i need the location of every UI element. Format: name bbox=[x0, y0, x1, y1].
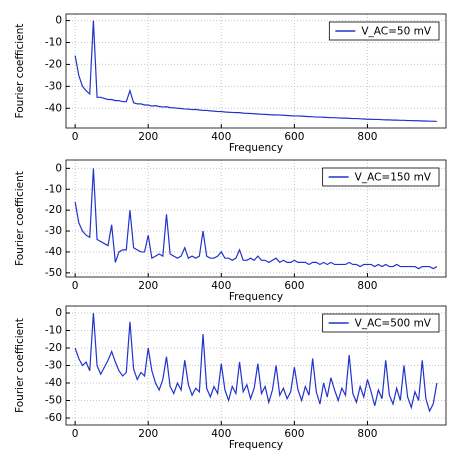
y-tick-label: -10 bbox=[45, 37, 62, 49]
x-tick-label: 400 bbox=[211, 131, 231, 143]
plot-frame bbox=[65, 13, 447, 129]
y-tick-label: -10 bbox=[45, 325, 62, 337]
data-line bbox=[74, 20, 437, 123]
legend-box bbox=[328, 21, 440, 41]
x-axis-label: Frequency bbox=[229, 142, 283, 154]
y-tick-label: -50 bbox=[45, 267, 62, 279]
x-tick-label: 600 bbox=[284, 131, 304, 143]
x-tick-label: 0 bbox=[72, 280, 79, 292]
y-axis-label: Fourier coefficient bbox=[14, 171, 26, 266]
plot-frame bbox=[65, 159, 447, 278]
y-axis-label: Fourier coefficient bbox=[14, 24, 26, 119]
y-tick-label: 0 bbox=[55, 15, 62, 27]
y-tick-label: -60 bbox=[45, 412, 62, 424]
x-tick-label: 200 bbox=[138, 428, 158, 440]
y-tick-label: 0 bbox=[55, 162, 62, 174]
x-tick-label: 800 bbox=[357, 131, 377, 143]
x-tick-label: 0 bbox=[72, 131, 79, 143]
x-axis-label: Frequency bbox=[229, 439, 283, 451]
y-tick-label: -30 bbox=[45, 225, 62, 237]
legend-label: V_AC=500 mV bbox=[355, 318, 432, 330]
y-tick-label: -40 bbox=[45, 102, 62, 114]
y-tick-label: -20 bbox=[45, 204, 62, 216]
y-tick-label: -10 bbox=[45, 183, 62, 195]
legend-box bbox=[322, 313, 440, 333]
y-axis-label: Fourier coefficient bbox=[14, 318, 26, 413]
y-tick-label: -50 bbox=[45, 395, 62, 407]
x-axis-label: Frequency bbox=[229, 291, 283, 303]
y-tick-label: -40 bbox=[45, 246, 62, 258]
x-tick-label: 200 bbox=[138, 131, 158, 143]
legend-label: V_AC=150 mV bbox=[355, 172, 432, 184]
y-tick-label: -30 bbox=[45, 80, 62, 92]
x-tick-label: 400 bbox=[211, 280, 231, 292]
x-tick-label: 800 bbox=[357, 428, 377, 440]
data-line bbox=[74, 168, 438, 270]
x-tick-label: 400 bbox=[211, 428, 231, 440]
x-tick-label: 200 bbox=[138, 280, 158, 292]
legend-box bbox=[322, 167, 440, 187]
y-tick-label: -40 bbox=[45, 377, 62, 389]
legend-label: V_AC=50 mV bbox=[361, 26, 431, 38]
x-tick-label: 600 bbox=[284, 280, 304, 292]
y-tick-label: -30 bbox=[45, 360, 62, 372]
x-tick-label: 0 bbox=[72, 428, 79, 440]
y-tick-label: 0 bbox=[55, 307, 62, 319]
plot-frame bbox=[65, 305, 447, 426]
x-tick-label: 800 bbox=[357, 280, 377, 292]
x-tick-label: 600 bbox=[284, 428, 304, 440]
data-line bbox=[74, 312, 438, 413]
y-tick-label: -20 bbox=[45, 342, 62, 354]
y-tick-label: -20 bbox=[45, 58, 62, 70]
